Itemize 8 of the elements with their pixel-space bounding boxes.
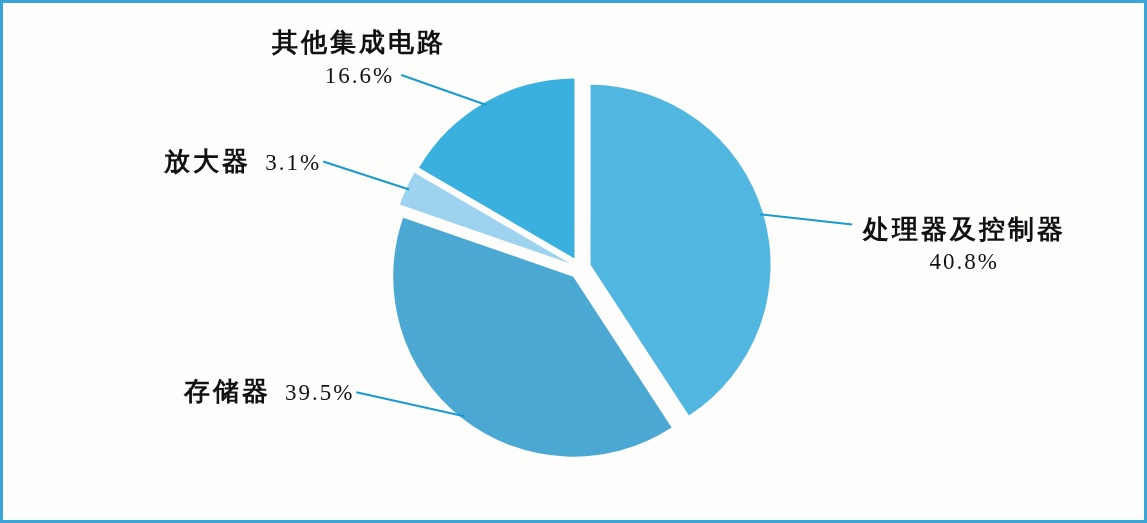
slice-label: 其他集成电路 (271, 27, 447, 57)
data-label: 40.8% (929, 249, 999, 275)
data-label: 16.6% (324, 62, 395, 88)
data-label: 3.1% (265, 149, 322, 175)
slice-label: 存储器 (182, 377, 271, 407)
slice-label: 处理器及控制器 (861, 215, 1066, 245)
slice-label: 放大器 (163, 146, 252, 176)
data-label: 39.5% (284, 380, 355, 406)
